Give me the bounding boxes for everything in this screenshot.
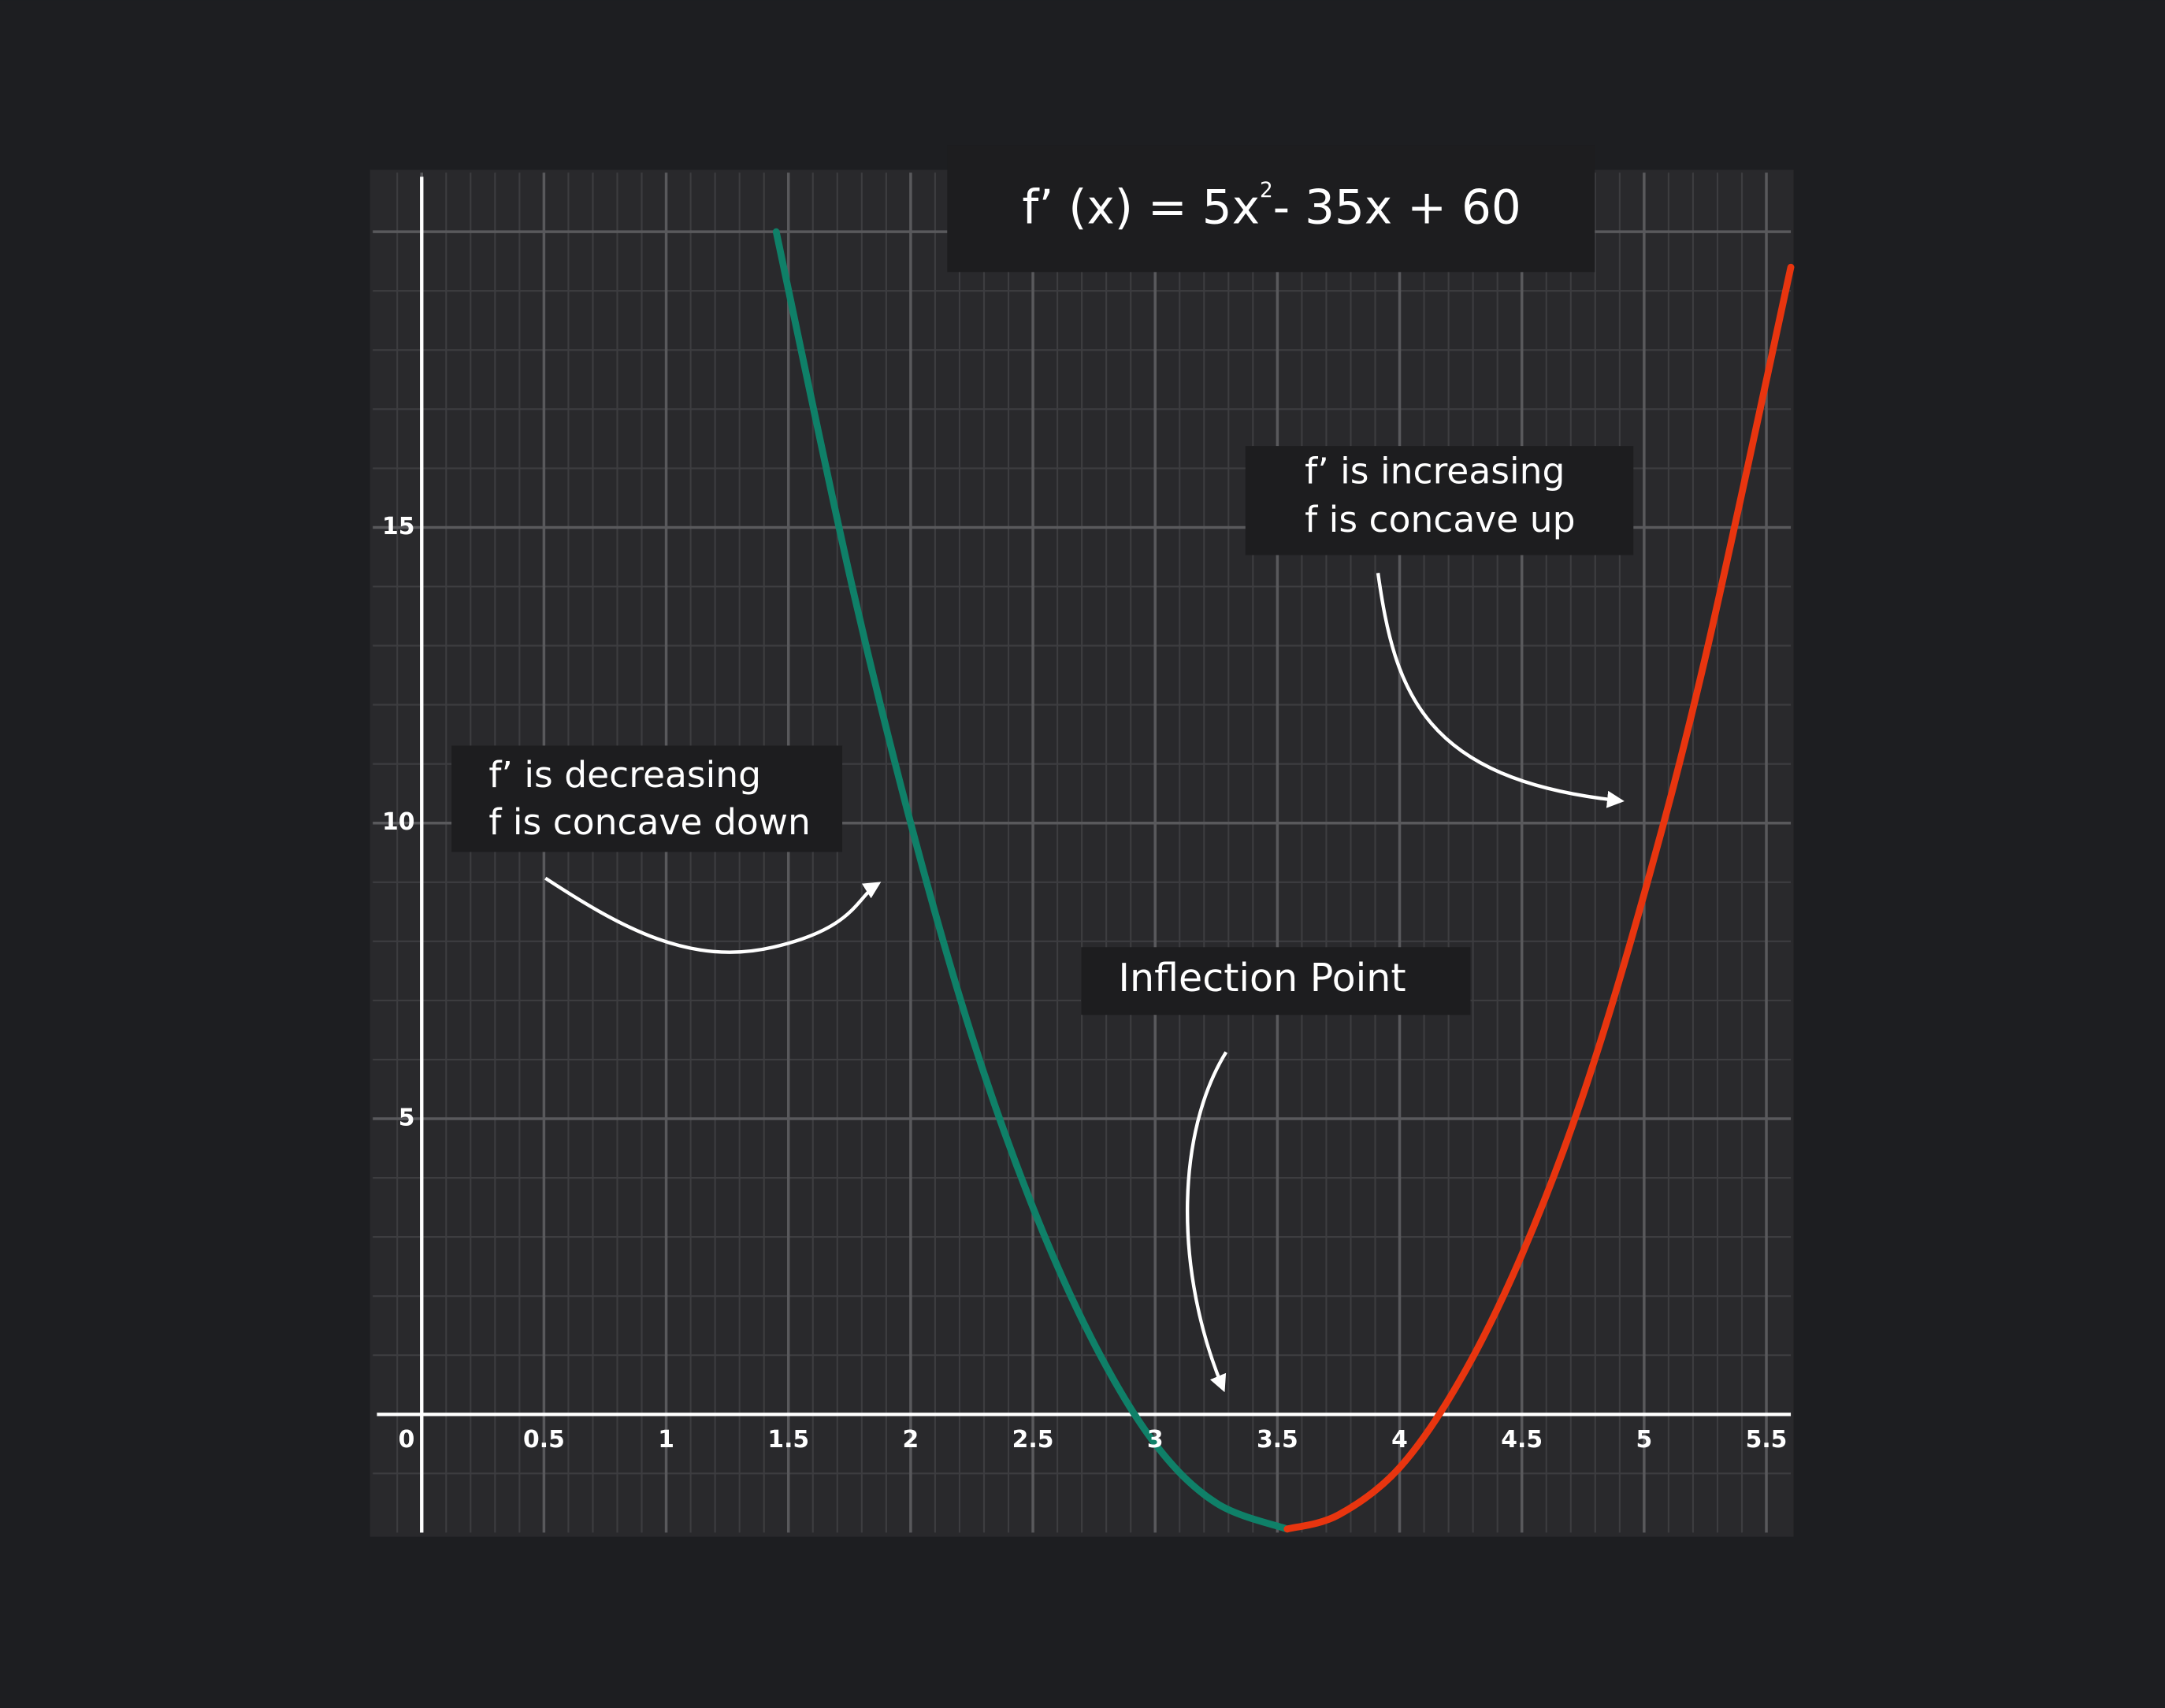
x-tick-label: 5.5 [1746, 1426, 1788, 1454]
x-tick-label: 0 [399, 1426, 415, 1454]
annotation: f’ is decreasing f is concave down [451, 745, 882, 954]
y-tick-label: 10 [382, 808, 414, 836]
x-tick-label: 4.5 [1501, 1426, 1543, 1454]
annotation-text: f’ is decreasing [488, 754, 761, 796]
x-tick-label: 1.5 [767, 1426, 809, 1454]
arrow [544, 876, 882, 954]
annotation-background [1245, 446, 1634, 555]
y-tick-label: 15 [382, 513, 414, 540]
curve [1283, 263, 1795, 1533]
annotation-background [1081, 947, 1471, 1016]
annotation: Inflection Point [1081, 947, 1471, 1393]
x-tick-label: 1 [658, 1426, 674, 1454]
x-tick-label: 3.5 [1257, 1426, 1298, 1454]
x-tick-label: 3 [1147, 1426, 1164, 1454]
annotation-text: f is concave up [1305, 499, 1575, 540]
title-part: - 35x + 60 [1273, 180, 1521, 235]
annotation-text: Inflection Point [1119, 955, 1406, 1001]
arrow [1186, 1051, 1228, 1393]
x-tick-label: 2 [903, 1426, 919, 1454]
x-tick-label: 0.5 [523, 1426, 565, 1454]
x-tick-label: 5 [1636, 1426, 1652, 1454]
annotation: f’ is increasing f is concave up [1245, 446, 1634, 808]
chart-title: f’ (x) = 5x2- 35x + 60 [1022, 178, 1521, 235]
title-superscript: 2 [1260, 178, 1273, 202]
annotation-background [451, 745, 843, 852]
title-background [947, 145, 1595, 273]
y-tick-label: 5 [399, 1104, 415, 1131]
x-tick-label: 4 [1391, 1426, 1408, 1454]
x-tick-label: 2.5 [1012, 1426, 1054, 1454]
annotation-text: f’ is increasing [1305, 451, 1565, 492]
title-box: f’ (x) = 5x2- 35x + 60 [947, 145, 1595, 273]
curve [772, 228, 1291, 1533]
title-part: f’ (x) = 5x [1022, 180, 1260, 235]
arrow [1376, 573, 1625, 808]
annotation-text: f is concave down [488, 801, 810, 843]
